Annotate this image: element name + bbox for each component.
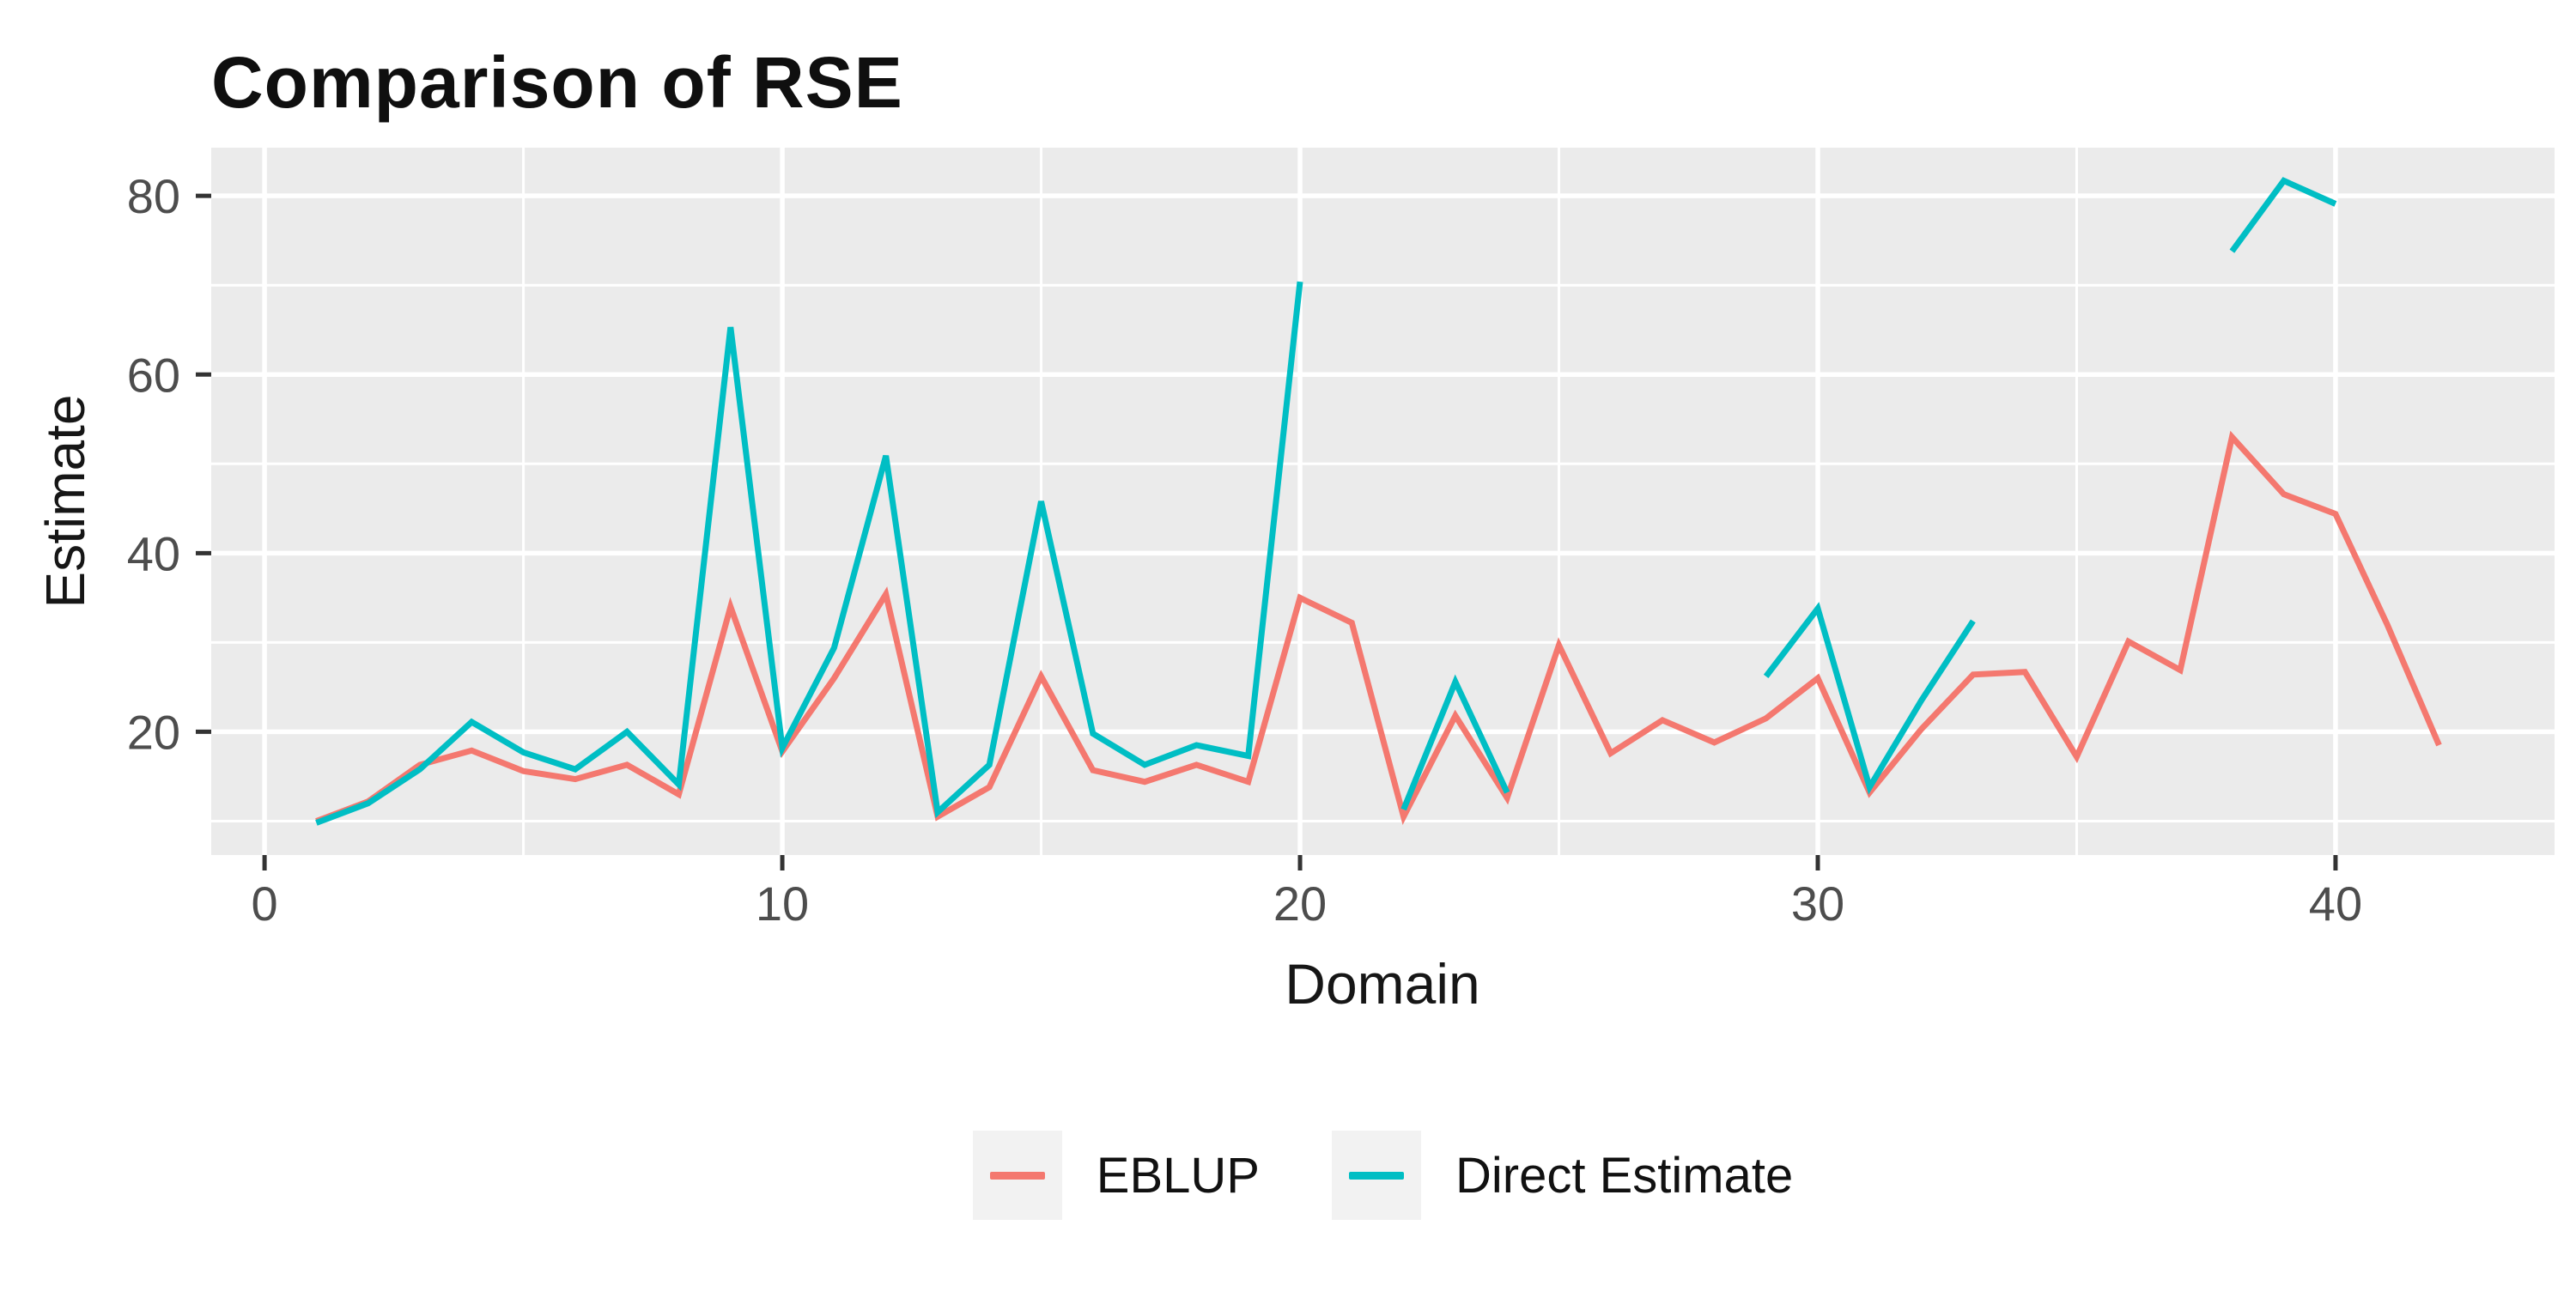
legend-key-eblup xyxy=(972,1131,1062,1220)
x-tick-label: 20 xyxy=(1273,876,1327,931)
x-tick-label: 40 xyxy=(2309,876,2362,931)
chart-title: Comparison of RSE xyxy=(211,42,903,123)
legend-entry-direct-estimate: Direct Estimate xyxy=(1332,1131,1793,1220)
x-tick-label: 30 xyxy=(1791,876,1844,931)
legend-label-direct-estimate: Direct Estimate xyxy=(1455,1147,1794,1204)
legend-label-eblup: EBLUP xyxy=(1096,1147,1260,1204)
direct-estimate-line-swatch xyxy=(1349,1171,1404,1180)
x-tick-label: 0 xyxy=(252,876,278,931)
y-axis-title: Estimate xyxy=(34,394,96,609)
legend-entry-eblup: EBLUP xyxy=(972,1131,1260,1220)
y-tick-label: 20 xyxy=(127,705,180,759)
legend: EBLUP Direct Estimate xyxy=(211,1130,2555,1221)
y-tick-label: 40 xyxy=(127,526,180,580)
y-tick-label: 60 xyxy=(127,348,180,402)
legend-key-direct-estimate xyxy=(1332,1131,1421,1220)
y-tick-label: 80 xyxy=(127,169,180,223)
eblup-line xyxy=(315,430,2442,825)
eblup-line-swatch xyxy=(989,1171,1045,1180)
direct-estimate-line xyxy=(315,177,2337,826)
x-axis-title: Domain xyxy=(1285,952,1480,1016)
x-tick-label: 10 xyxy=(756,876,809,931)
